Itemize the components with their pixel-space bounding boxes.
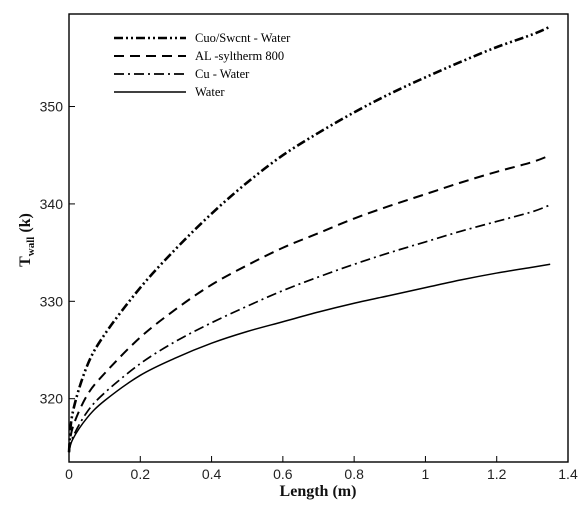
x-tick-label-4: 0.8 (344, 466, 364, 482)
x-axis-title: Length (m) (280, 483, 357, 500)
y-tick-label-0: 320 (40, 391, 64, 407)
y-axis-title-subscript: wall (25, 237, 37, 257)
ticks-layer: 0 0.2 0.4 0.6 0.8 1 1.2 1.4 320 330 340 350 (40, 99, 578, 482)
series-line-0 (67, 25, 551, 453)
legend-label-1: AL -syltherm 800 (195, 49, 284, 63)
series-layer (67, 25, 551, 453)
legend-label-3: Water (195, 85, 225, 99)
y-tick-label-1: 330 (40, 293, 64, 309)
x-tick-label-6: 1.2 (487, 466, 507, 482)
x-tick-label-1: 0.2 (131, 466, 151, 482)
plot-frame (68, 13, 569, 463)
series-line-3 (68, 263, 551, 453)
y-axis-title-main: T (17, 256, 34, 267)
legend: Cuo/Swcnt - Water AL -syltherm 800 Cu - Wa… (114, 31, 291, 99)
x-tick-label-5: 1 (422, 466, 430, 482)
series-line-2 (68, 204, 551, 453)
x-tick-label-3: 0.6 (273, 466, 293, 482)
y-axis-title: Twall (k) (17, 213, 37, 267)
series-line-1 (68, 154, 551, 453)
legend-label-0: Cuo/Swcnt - Water (195, 31, 291, 45)
x-tick-label-0: 0 (65, 466, 73, 482)
y-axis-title-suffix: (k) (17, 213, 34, 237)
y-tick-label-2: 340 (40, 196, 64, 212)
x-tick-label-2: 0.4 (202, 466, 222, 482)
x-tick-label-7: 1.4 (558, 466, 578, 482)
legend-label-2: Cu - Water (195, 67, 250, 81)
y-tick-label-3: 350 (40, 99, 64, 115)
